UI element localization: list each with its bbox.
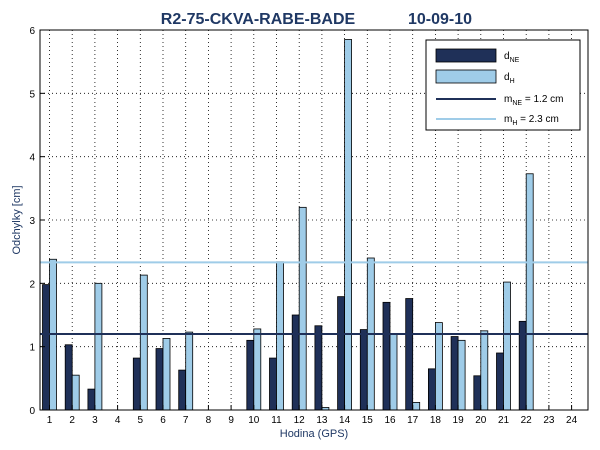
bar-ne-12 [291,314,300,411]
x-tick-label: 9 [228,415,234,426]
bar-ne-21 [496,352,504,411]
x-tick-label: 24 [566,415,578,426]
bar-h-22 [525,173,534,411]
x-tick-label: 2 [69,415,75,426]
x-tick-label: 13 [316,415,328,426]
bar-ne-6 [155,348,164,411]
x-tick-label: 16 [384,415,396,426]
legend-mean-label-ne: mNE = 1.2 cm [504,94,563,107]
x-tick-label: 8 [206,415,212,426]
bar-ne-16 [382,301,391,411]
x-tick-label: 17 [407,415,419,426]
bar-ne-20 [473,375,482,411]
x-axis-label: Hodina (GPS) [280,428,348,440]
x-tick-label: 23 [543,415,555,426]
x-tick-label: 21 [498,415,510,426]
y-axis-label: Odchylky [cm] [11,185,23,254]
bar-h-3 [94,282,103,411]
bar-h-18 [434,322,443,411]
bar-h-17 [412,401,421,411]
bar-h-7 [185,331,194,411]
x-tick-label: 12 [294,415,306,426]
bar-ne-14 [337,296,346,411]
legend-label-h: dH [504,72,515,85]
x-tick-label: 10 [248,415,260,426]
x-tick-label: 18 [430,415,442,426]
x-tick-label: 6 [160,415,166,426]
y-tick-label: 0 [29,406,35,417]
legend-mean-label-h: mH = 2.3 cm [504,114,559,127]
bar-ne-11 [269,357,277,411]
bar-h-20 [480,330,489,411]
bar-h-19 [457,339,466,411]
bar-ne-3 [87,388,96,411]
chart-date: 10-09-10 [408,11,472,28]
bar-ne-7 [178,369,187,411]
bar-h-11 [276,261,284,411]
bar-h-21 [503,281,511,411]
bar-ne-17 [405,298,414,411]
legend-swatch-h [435,69,497,84]
x-tick-label: 19 [453,415,465,426]
x-ticks: 1 2 3 4 5 6 7 8 9 10 11 12 13 14 15 16 17 18 19 20 21 22 23 24 [47,405,578,426]
bar-ne-18 [427,368,436,411]
bar-h-5 [139,274,148,411]
x-tick-label: 11 [271,415,282,426]
y-tick-label: 6 [29,26,35,37]
y-tick-label: 3 [29,216,35,227]
legend-label-ne: dNE [504,51,520,64]
bar-ne-15 [359,329,368,411]
y-tick-label: 4 [29,153,35,164]
bar-ne-13 [314,325,323,411]
x-tick-label: 20 [475,415,487,426]
x-tick-label: 1 [47,415,53,426]
x-tick-label: 5 [138,415,144,426]
bar-h-6 [162,338,171,411]
x-tick-label: 4 [115,415,121,426]
x-tick-label: 15 [362,415,374,426]
legend-swatch-ne [435,48,497,63]
mean-lines [40,261,588,335]
bar-ne-2 [64,344,73,411]
legend: dNE dH mNE = 1.2 cm mH = 2.3 cm [425,39,581,131]
bar-ne-10 [246,339,255,411]
bar-ne-1 [42,284,50,411]
x-tick-label: 3 [92,415,98,426]
x-tick-label: 7 [183,415,189,426]
y-tick-label: 5 [29,89,35,100]
bar-ne-19 [450,336,459,411]
bar-h-16 [389,333,398,411]
bar-h-2 [71,374,80,411]
bar-ne-5 [132,357,141,411]
bar-h-10 [253,328,262,411]
y-ticks: 0 1 2 3 4 5 6 [29,26,45,417]
chart-title: R2-75-CKVA-RABE-BADE [161,11,356,28]
y-tick-label: 1 [29,343,35,354]
x-tick-label: 14 [339,415,351,426]
x-tick-label: 22 [521,415,533,426]
y-tick-label: 2 [29,279,35,290]
bar-h-12 [298,206,307,411]
bar-h-14 [344,39,353,411]
